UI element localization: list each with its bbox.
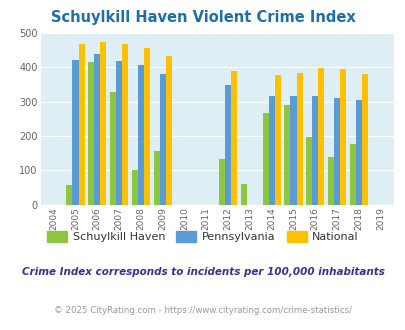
Bar xyxy=(66,185,72,205)
Bar xyxy=(305,137,311,205)
Bar xyxy=(153,151,159,205)
Bar xyxy=(100,42,106,205)
Text: © 2025 CityRating.com - https://www.cityrating.com/crime-statistics/: © 2025 CityRating.com - https://www.city… xyxy=(54,306,351,315)
Bar xyxy=(110,92,116,205)
Bar xyxy=(122,44,128,205)
Bar xyxy=(116,61,122,205)
Bar xyxy=(165,56,171,205)
Bar xyxy=(94,53,100,205)
Bar xyxy=(72,60,78,205)
Text: Schuylkill Haven Violent Crime Index: Schuylkill Haven Violent Crime Index xyxy=(51,10,354,25)
Bar xyxy=(78,44,84,205)
Bar xyxy=(284,105,290,205)
Bar xyxy=(333,98,339,205)
Bar xyxy=(268,96,274,205)
Bar xyxy=(240,184,246,205)
Bar xyxy=(144,49,150,205)
Bar xyxy=(218,159,224,205)
Bar xyxy=(311,96,318,205)
Bar xyxy=(131,170,138,205)
Bar xyxy=(224,85,230,205)
Bar xyxy=(355,100,361,205)
Bar xyxy=(230,71,237,205)
Bar xyxy=(349,144,355,205)
Bar xyxy=(318,68,324,205)
Bar xyxy=(262,113,268,205)
Bar xyxy=(339,69,345,205)
Bar xyxy=(138,65,144,205)
Bar xyxy=(159,74,165,205)
Bar xyxy=(296,73,302,205)
Bar xyxy=(361,74,367,205)
Text: Crime Index corresponds to incidents per 100,000 inhabitants: Crime Index corresponds to incidents per… xyxy=(21,267,384,277)
Bar xyxy=(88,62,94,205)
Bar xyxy=(327,156,333,205)
Bar xyxy=(274,75,280,205)
Legend: Schuylkill Haven, Pennsylvania, National: Schuylkill Haven, Pennsylvania, National xyxy=(43,227,362,247)
Bar xyxy=(290,96,296,205)
